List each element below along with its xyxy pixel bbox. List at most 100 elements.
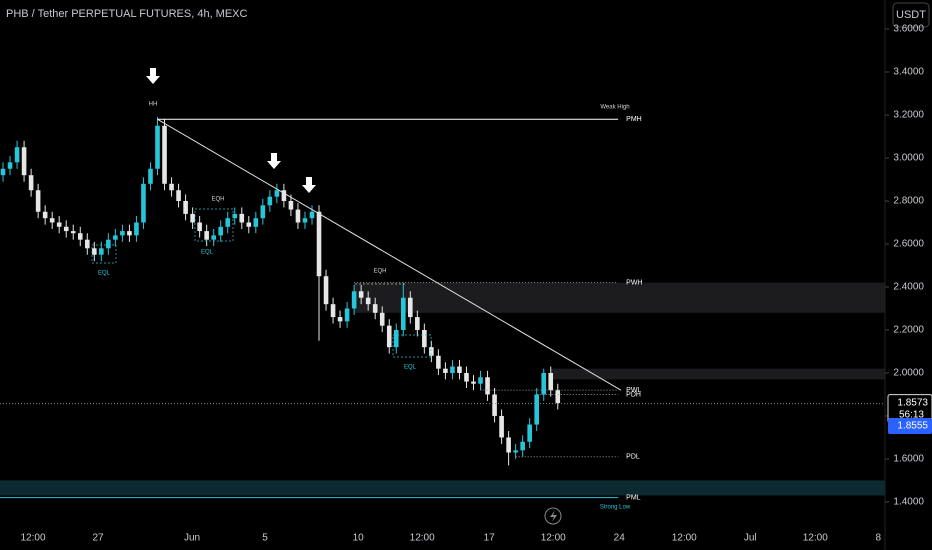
candle-body xyxy=(232,213,238,219)
candle-body xyxy=(464,372,469,382)
candle-body xyxy=(0,168,6,176)
candle-body xyxy=(478,377,483,384)
candle-body xyxy=(527,424,532,442)
candle-body xyxy=(372,304,378,313)
x-tick-label: 12:00 xyxy=(410,533,435,544)
candle-body xyxy=(415,317,420,330)
candle-body xyxy=(344,308,350,322)
annotation: EQL xyxy=(98,271,111,277)
currency-button[interactable] xyxy=(892,2,930,28)
eq-box xyxy=(91,244,117,264)
candle-body xyxy=(400,297,406,330)
y-tick-label: 2.4000 xyxy=(893,282,924,293)
x-tick-label: Jun xyxy=(184,533,200,544)
candle-body xyxy=(204,231,209,240)
candle-body xyxy=(260,205,266,219)
candle-body xyxy=(450,366,455,373)
y-tick-label: 3.2000 xyxy=(893,110,924,121)
level-label: PDH xyxy=(626,391,641,398)
trendline xyxy=(157,118,622,391)
candle-body xyxy=(471,381,476,384)
candle-body xyxy=(499,415,504,438)
candle-body xyxy=(28,175,34,191)
candle-body xyxy=(288,200,294,210)
candle-body xyxy=(99,248,104,255)
candle-body xyxy=(218,226,224,236)
candle-body xyxy=(365,297,371,305)
candle-body xyxy=(337,317,343,322)
candle-body xyxy=(127,231,132,236)
x-tick-label: 8 xyxy=(875,533,881,544)
candle-body xyxy=(422,329,427,348)
candle-body xyxy=(534,394,540,425)
candle-body xyxy=(520,441,525,451)
level-label: PDL xyxy=(626,454,640,461)
eq-box xyxy=(194,208,234,242)
annotation: Weak High xyxy=(600,105,629,111)
candle-body xyxy=(211,235,216,240)
candle-body xyxy=(358,291,364,298)
candle-body xyxy=(541,372,547,395)
candle-body xyxy=(7,162,13,169)
candle-body xyxy=(429,347,434,356)
candle-body xyxy=(316,211,322,277)
y-tick-label: 1.4000 xyxy=(893,497,924,508)
candle-body xyxy=(267,196,273,206)
candle-body xyxy=(295,209,301,223)
candle-body xyxy=(555,390,561,404)
y-tick-label: 2.8000 xyxy=(893,196,924,207)
candle-body xyxy=(274,190,280,197)
candle-body xyxy=(42,211,48,219)
candle-body xyxy=(309,211,315,219)
candle-body xyxy=(513,450,518,453)
candle-body xyxy=(190,213,195,223)
arrow xyxy=(302,177,316,193)
x-tick-label: 10 xyxy=(353,533,365,544)
annotation: Strong Low xyxy=(600,505,631,511)
candle-body xyxy=(492,394,497,416)
candle-body xyxy=(197,222,202,232)
currency[interactable]: USDT xyxy=(896,9,926,21)
candle-body xyxy=(548,372,554,391)
candle-body xyxy=(408,297,413,318)
arrow xyxy=(146,68,160,84)
annotation: EQH xyxy=(211,197,224,203)
x-tick-label: 5 xyxy=(262,533,268,544)
candle-body xyxy=(393,329,399,348)
candle-body xyxy=(246,222,252,227)
candle-body xyxy=(351,291,357,309)
candle-body xyxy=(35,190,41,212)
level-label: PWH xyxy=(626,280,642,287)
x-tick-label: 12:00 xyxy=(20,533,45,544)
candle-body xyxy=(302,218,308,223)
level-label: PMH xyxy=(626,116,642,123)
candle-body xyxy=(113,235,118,240)
x-tick-label: 17 xyxy=(484,533,496,544)
candle-body xyxy=(141,183,146,223)
replay-icon[interactable] xyxy=(544,507,562,525)
y-tick-label: 1.6000 xyxy=(893,454,924,465)
candle-body xyxy=(14,147,20,163)
chart-title: PHB / Tether PERPETUAL FUTURES, 4h, MEXC xyxy=(6,8,248,20)
candle-body xyxy=(106,239,111,249)
level-label: PWL xyxy=(626,387,641,394)
x-tick-label: 24 xyxy=(614,533,626,544)
x-tick-label: 27 xyxy=(92,533,104,544)
candle-body xyxy=(253,218,259,227)
candle-body xyxy=(183,200,188,214)
eq-box xyxy=(392,334,432,358)
zone xyxy=(0,480,885,496)
y-tick-label: 2.0000 xyxy=(893,368,924,379)
candle-body xyxy=(49,218,55,223)
y-tick-label: 2.6000 xyxy=(893,239,924,250)
candle-body xyxy=(239,213,245,223)
replay-icon-bolt xyxy=(550,510,557,522)
annotation: EQL xyxy=(201,250,214,256)
y-tick-label: 3.6000 xyxy=(893,24,924,35)
candle-body xyxy=(176,190,181,201)
annotation: EQH xyxy=(373,269,386,275)
candle-body xyxy=(443,368,448,373)
candle-body xyxy=(169,183,174,191)
